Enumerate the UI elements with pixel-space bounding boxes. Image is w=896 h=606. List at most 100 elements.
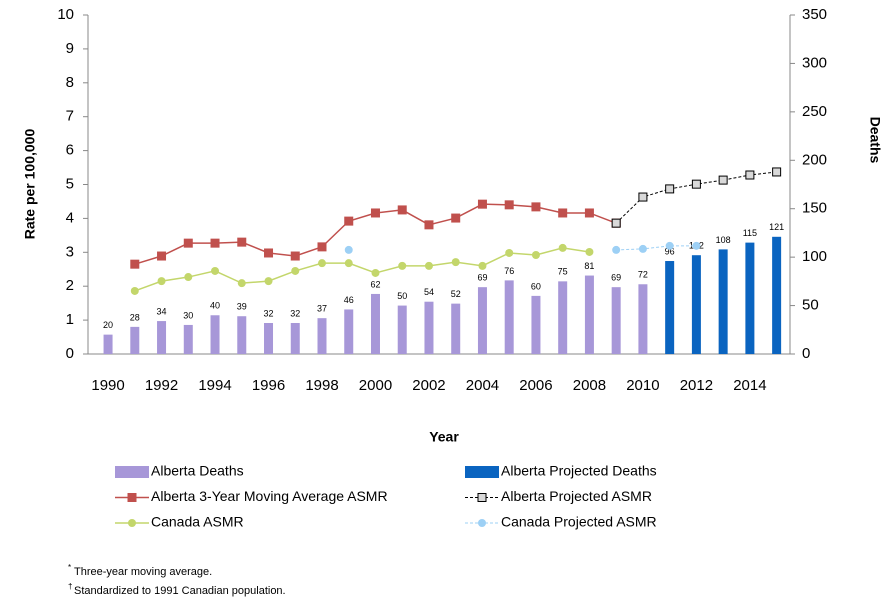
bar [638, 284, 648, 354]
x-tick-label: 2002 [412, 377, 445, 394]
y-tick-label: 5 [66, 175, 74, 192]
legend-swatch [115, 466, 149, 478]
line-series [130, 199, 621, 269]
bar-value-label: 121 [769, 222, 784, 232]
bar [745, 242, 755, 354]
legend-item: Alberta 3-Year Moving Average ASMR [115, 488, 388, 504]
y-tick-label: 1 [66, 311, 74, 328]
line-marker [584, 208, 594, 218]
legend-item: Alberta Projected ASMR [465, 488, 652, 504]
line-marker [585, 247, 594, 256]
legend-label: Canada ASMR [151, 514, 244, 530]
line-marker [130, 286, 139, 295]
bar [531, 295, 541, 354]
y-tick-label: 6 [66, 142, 74, 159]
line-marker [692, 241, 701, 250]
line-marker [531, 202, 541, 212]
x-tick-label: 2006 [519, 377, 552, 394]
bar [157, 321, 167, 354]
bar-value-label: 76 [504, 266, 514, 276]
x-tick-label: 1996 [252, 377, 285, 394]
bar [130, 326, 140, 354]
bar-value-label: 28 [130, 312, 140, 322]
y2-tick-label: 50 [802, 297, 819, 314]
line-marker [344, 259, 353, 268]
bar-value-label: 40 [210, 301, 220, 311]
x-axis-title: Year [429, 429, 459, 445]
legend-label: Alberta Deaths [151, 463, 244, 479]
line-marker [237, 237, 247, 247]
bar-value-label: 32 [290, 308, 300, 318]
line-marker [558, 208, 568, 218]
y2-tick-label: 150 [802, 200, 827, 217]
line-marker [211, 266, 220, 275]
bar [103, 334, 113, 354]
bar [317, 318, 327, 354]
bar-value-label: 50 [397, 291, 407, 301]
line-marker [691, 179, 701, 189]
bar-value-label: 69 [611, 273, 621, 283]
line-marker [745, 170, 755, 180]
line-marker [157, 277, 166, 286]
bar [210, 315, 220, 354]
line-marker [371, 268, 380, 277]
bar [611, 287, 621, 354]
line-marker [424, 220, 434, 230]
bar-value-label: 34 [157, 306, 167, 316]
line-series [344, 241, 701, 254]
bar-value-label: 62 [370, 279, 380, 289]
line-marker [505, 248, 514, 257]
legend-item: Canada ASMR [115, 514, 244, 530]
legend-marker [128, 519, 136, 527]
legend-swatch [465, 466, 499, 478]
bar [237, 316, 247, 354]
y2-axis-title: Deaths [867, 117, 883, 164]
x-tick-label: 2000 [359, 377, 392, 394]
bar [424, 301, 434, 354]
bar [558, 281, 568, 354]
y2-tick-label: 250 [802, 103, 827, 120]
line-marker [504, 200, 514, 210]
line-marker [612, 245, 621, 254]
line-marker [478, 261, 487, 270]
line-marker [424, 261, 433, 270]
line-marker [718, 175, 728, 185]
line-marker [318, 259, 326, 268]
x-tick-label: 2012 [680, 377, 713, 394]
legend-label: Alberta 3-Year Moving Average ASMR [151, 488, 388, 504]
line-marker [183, 238, 193, 248]
line-marker [344, 216, 354, 226]
bar [584, 275, 594, 354]
line-marker [772, 167, 782, 177]
legend-marker [127, 493, 137, 502]
footnote-mark: † [68, 582, 72, 591]
bar-value-label: 52 [451, 289, 461, 299]
y-axis-title: Rate per 100,000 [22, 129, 38, 240]
line-marker [398, 261, 407, 270]
line-marker [317, 242, 327, 252]
line-marker [477, 199, 487, 209]
line-marker [611, 218, 621, 228]
line-marker [264, 248, 274, 258]
x-tick-label: 2014 [733, 377, 766, 394]
x-tick-label: 2008 [573, 377, 606, 394]
x-tick-label: 1994 [198, 377, 231, 394]
line-series [611, 167, 782, 228]
footnote-mark: * [68, 563, 71, 572]
x-tick-label: 1998 [305, 377, 338, 394]
bar-value-label: 37 [317, 304, 327, 314]
bar [183, 324, 193, 354]
line-marker [290, 251, 300, 261]
bar-value-label: 60 [531, 281, 541, 291]
line-series [130, 243, 594, 295]
x-tick-label: 2010 [626, 377, 659, 394]
bar-value-label: 69 [477, 273, 487, 283]
bar [477, 287, 487, 354]
legend-item: Alberta Deaths [115, 463, 244, 479]
line-marker [291, 266, 300, 275]
legend-label: Canada Projected ASMR [501, 514, 657, 530]
bar [370, 293, 380, 354]
bar-value-label: 75 [558, 267, 568, 277]
y2-tick-label: 300 [802, 54, 827, 71]
